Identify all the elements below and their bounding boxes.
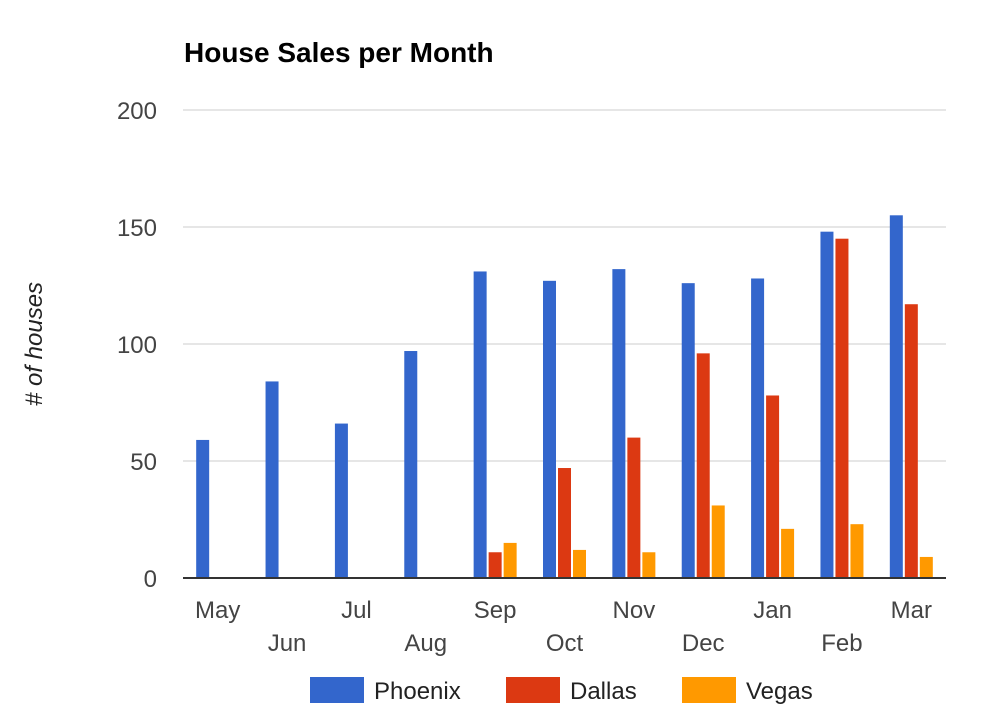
legend: Phoenix Dallas Vegas	[310, 677, 813, 705]
bar-phoenix-jan	[751, 278, 765, 578]
y-tick-label: 200	[117, 98, 157, 125]
x-tick-label: May	[195, 597, 240, 624]
bar-phoenix-mar	[889, 215, 903, 579]
x-tick-label: Dec	[682, 630, 725, 657]
y-tick-label: 150	[117, 215, 157, 242]
y-tick-label: 50	[130, 449, 157, 476]
legend-swatch	[506, 677, 560, 703]
bar-phoenix-jun	[265, 381, 279, 578]
bar-dallas-dec	[696, 353, 710, 578]
legend-label: Dallas	[570, 678, 637, 705]
legend-swatch	[682, 677, 736, 703]
bar-phoenix-may	[196, 439, 210, 578]
y-axis-ticks: 0 50 100 150 200	[117, 98, 157, 593]
bar-dallas-jan	[766, 395, 780, 578]
bar-phoenix-dec	[681, 283, 695, 578]
x-tick-label: Nov	[613, 597, 656, 624]
y-tick-label: 0	[144, 566, 157, 593]
x-tick-label: Oct	[546, 630, 584, 657]
chart-title: House Sales per Month	[184, 37, 494, 68]
bar-dallas-oct	[558, 468, 571, 578]
x-tick-label: Jun	[268, 630, 307, 657]
bar-dallas-feb	[835, 238, 849, 578]
bar-dallas-sep	[488, 552, 502, 578]
legend-item-phoenix: Phoenix	[310, 677, 461, 705]
bar-vegas-mar	[919, 556, 933, 578]
bar-phoenix-sep	[473, 271, 487, 578]
x-axis-ticks: May Jun Jul Aug Sep Oct Nov Dec Jan Feb Mar	[195, 597, 932, 657]
gridlines	[183, 109, 946, 462]
legend-swatch	[310, 677, 364, 703]
x-tick-label: Feb	[821, 630, 862, 657]
bar-vegas-jan	[781, 528, 795, 578]
legend-label: Vegas	[746, 678, 813, 705]
legend-item-dallas: Dallas	[506, 677, 637, 705]
x-tick-label: Sep	[474, 597, 517, 624]
bar-phoenix-nov	[612, 269, 626, 578]
bar-phoenix-oct	[543, 280, 556, 578]
bar-phoenix-jul	[334, 423, 348, 578]
bar-dallas-nov	[627, 437, 641, 578]
bar-phoenix-aug	[404, 351, 418, 578]
bar-vegas-oct	[573, 549, 586, 578]
x-tick-label: Jan	[753, 597, 792, 624]
bar-vegas-dec	[711, 505, 725, 578]
bar-vegas-sep	[503, 542, 517, 578]
y-axis-label: # of houses	[21, 282, 48, 406]
bar-vegas-nov	[642, 552, 656, 578]
bar-vegas-feb	[850, 524, 864, 578]
x-tick-label: Jul	[341, 597, 372, 624]
legend-label: Phoenix	[374, 678, 461, 705]
bar-phoenix-feb	[820, 231, 834, 578]
y-tick-label: 100	[117, 332, 157, 359]
x-tick-label: Mar	[891, 597, 932, 624]
bars	[196, 215, 933, 579]
bar-dallas-mar	[904, 304, 918, 578]
x-tick-label: Aug	[404, 630, 447, 657]
legend-item-vegas: Vegas	[682, 677, 813, 705]
